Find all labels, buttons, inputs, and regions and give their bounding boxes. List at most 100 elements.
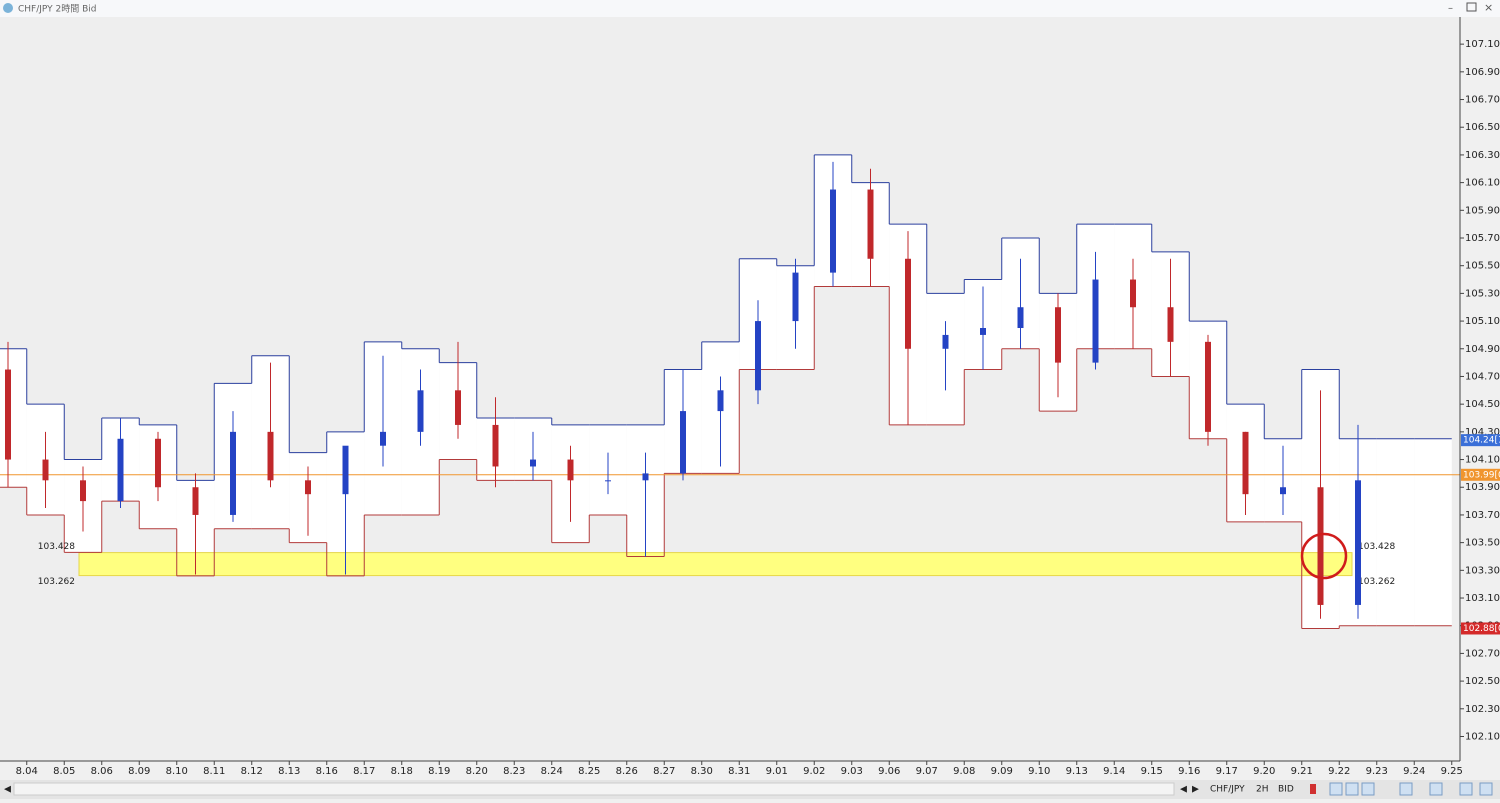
tool-icon[interactable] xyxy=(1399,782,1413,796)
y-tick-label: 103.90[0 xyxy=(1465,482,1500,493)
x-tick-label: 8.11 xyxy=(203,766,225,777)
y-tick-label: 104.10[0 xyxy=(1465,455,1500,466)
x-tick-label: 8.25 xyxy=(578,766,600,777)
x-tick-label: 9.20 xyxy=(1253,766,1275,777)
x-tick-label: 9.02 xyxy=(803,766,825,777)
scroll-end[interactable]: ▶ xyxy=(1192,785,1199,795)
candle-body xyxy=(42,459,49,481)
x-tick-label: 9.06 xyxy=(878,766,900,777)
x-tick-label: 9.22 xyxy=(1328,766,1350,777)
y-tick-label: 105.70[0 xyxy=(1465,233,1500,244)
price-select[interactable]: BID xyxy=(1278,785,1294,795)
y-tick-label: 104.90[0 xyxy=(1465,344,1500,355)
candle-body xyxy=(1317,487,1324,605)
candle-body xyxy=(567,459,574,481)
symbol-select[interactable]: CHF/JPY xyxy=(1210,785,1245,795)
zone-label: 103.428 xyxy=(1358,542,1395,552)
x-tick-label: 8.19 xyxy=(428,766,450,777)
highlight-circle xyxy=(1300,532,1348,580)
x-tick-label: 9.23 xyxy=(1366,766,1388,777)
candle-body xyxy=(342,445,349,495)
candle-body xyxy=(830,189,836,273)
x-tick-label: 8.09 xyxy=(128,766,150,777)
x-tick-label: 9.03 xyxy=(841,766,863,777)
x-tick-label: 8.31 xyxy=(728,766,750,777)
candle-body xyxy=(530,459,536,467)
candle-body xyxy=(605,480,611,482)
tool-icon[interactable] xyxy=(1361,782,1375,796)
y-tick-label: 102.10[0 xyxy=(1465,731,1500,742)
x-tick-label: 8.05 xyxy=(53,766,75,777)
close-button[interactable]: × xyxy=(1484,1,1493,14)
x-tick-label: 8.16 xyxy=(316,766,338,777)
zone-label: 103.262 xyxy=(1358,577,1395,587)
candle-body xyxy=(305,480,311,495)
y-tick-label: 104.50[0 xyxy=(1465,399,1500,410)
scrollbar[interactable] xyxy=(13,782,1175,796)
title-bar xyxy=(0,0,1500,17)
candle-body xyxy=(680,411,686,474)
x-tick-label: 9.10 xyxy=(1028,766,1050,777)
candle-body xyxy=(192,487,199,515)
scroll-start[interactable]: ◀ xyxy=(1180,785,1187,795)
candle-body xyxy=(1092,279,1099,363)
tool-icon[interactable] xyxy=(1310,784,1316,794)
y-tick-label: 105.10[0 xyxy=(1465,316,1500,327)
candle-body xyxy=(980,328,986,335)
candle-body xyxy=(942,334,949,349)
y-tick-label: 106.90[0 xyxy=(1465,67,1500,78)
y-tick-label: 104.70[0 xyxy=(1465,371,1500,382)
y-tick-label: 106.50[0 xyxy=(1465,122,1500,133)
price-tag xyxy=(1461,434,1500,447)
price-tag-label: 103.99[0 xyxy=(1463,470,1500,480)
candle-body xyxy=(117,438,124,502)
candle-body xyxy=(717,390,724,412)
y-tick-label: 102.50[0 xyxy=(1465,676,1500,687)
tool-icon[interactable] xyxy=(1345,782,1359,796)
candle-body xyxy=(1167,307,1174,342)
x-tick-label: 8.26 xyxy=(616,766,638,777)
x-tick-label: 8.12 xyxy=(241,766,263,777)
y-tick-label: 106.70[0 xyxy=(1465,95,1500,106)
tool-icon[interactable] xyxy=(1329,782,1343,796)
y-tick-label: 106.10[0 xyxy=(1465,178,1500,189)
candle-body xyxy=(867,189,874,259)
channel-box xyxy=(1414,438,1452,626)
tool-icon[interactable] xyxy=(1459,782,1473,796)
candle-body xyxy=(5,369,11,460)
channel-box xyxy=(1376,438,1415,626)
window-title: CHF/JPY 2時間 Bid xyxy=(18,4,96,15)
x-tick-label: 8.13 xyxy=(278,766,300,777)
y-tick-label: 106.30[0 xyxy=(1465,150,1500,161)
candle-body xyxy=(380,431,386,446)
minimize-button[interactable]: – xyxy=(1448,3,1453,14)
candle-body xyxy=(1242,431,1249,495)
candle-body xyxy=(1055,307,1061,363)
candle-body xyxy=(1355,480,1361,605)
tool-icon[interactable] xyxy=(1429,782,1443,796)
price-tag-label: 104.24[1 xyxy=(1463,436,1500,446)
plot: 103.428 103.428 103.262 103.262 xyxy=(0,154,1460,629)
x-tick-label: 9.17 xyxy=(1216,766,1238,777)
tool-icon[interactable] xyxy=(1479,782,1493,796)
candle-body xyxy=(1280,487,1286,495)
price-tag xyxy=(1461,622,1500,635)
y-tick-label: 105.30[0 xyxy=(1465,288,1500,299)
y-tick-label: 107.10[0 xyxy=(1465,39,1500,50)
y-tick-label: 103.30[0 xyxy=(1465,565,1500,576)
candle-body xyxy=(455,390,461,425)
x-tick-label: 9.09 xyxy=(991,766,1013,777)
candle-body xyxy=(417,390,424,432)
support-zone xyxy=(78,552,1353,577)
x-tick-label: 8.10 xyxy=(166,766,188,777)
scroll-left[interactable]: ◀ xyxy=(4,785,11,795)
candle-body xyxy=(80,480,86,502)
y-tick-label: 103.10[0 xyxy=(1465,593,1500,604)
maximize-button[interactable] xyxy=(1466,2,1477,12)
period-select[interactable]: 2H xyxy=(1256,785,1269,795)
x-tick-label: 8.06 xyxy=(91,766,113,777)
candle-body xyxy=(755,321,761,391)
x-tick-label: 9.21 xyxy=(1291,766,1313,777)
candle-body xyxy=(642,473,649,481)
